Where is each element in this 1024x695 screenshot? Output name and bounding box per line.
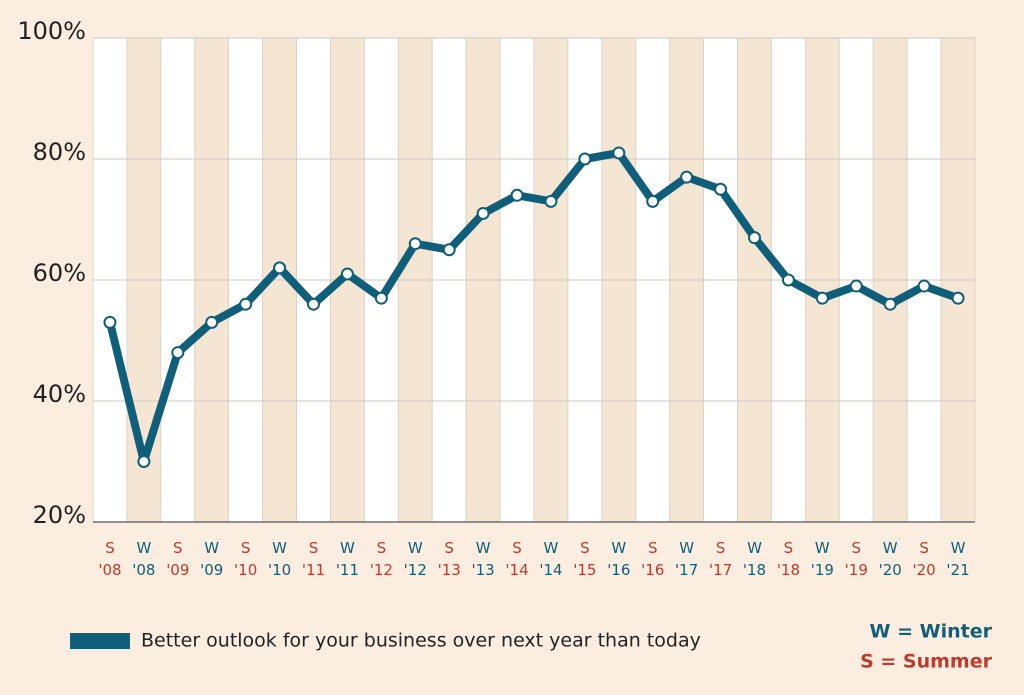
- x-tick-label: S '14: [505, 539, 528, 579]
- x-tick-label: S '08: [98, 539, 121, 579]
- point: [340, 267, 354, 281]
- point: [714, 182, 728, 196]
- x-tick-label: S '19: [845, 539, 868, 579]
- x-tick-label: S '12: [370, 539, 393, 579]
- x-tick-label: S '18: [777, 539, 800, 579]
- point: [544, 194, 558, 208]
- y-tick-label: 100%: [17, 17, 86, 45]
- point: [646, 194, 660, 208]
- point: [273, 261, 287, 275]
- point: [205, 315, 219, 329]
- point: [748, 231, 761, 245]
- y-tick-label: 20%: [33, 501, 86, 529]
- x-tick-label: W '08: [132, 539, 155, 579]
- point: [917, 279, 931, 293]
- point: [476, 206, 490, 220]
- point: [307, 297, 320, 311]
- x-tick-label: W '12: [404, 539, 427, 579]
- x-tick-label: W '18: [743, 539, 766, 579]
- x-tick-label: W '16: [607, 539, 630, 579]
- x-tick-label: S '17: [709, 539, 732, 579]
- point: [103, 315, 117, 329]
- point: [883, 297, 897, 311]
- point: [680, 170, 694, 184]
- x-tick-label: S '15: [573, 539, 596, 579]
- x-tick-label: S '09: [166, 539, 189, 579]
- point: [239, 297, 253, 311]
- point: [137, 455, 151, 468]
- x-tick-label: S '11: [302, 539, 325, 579]
- point: [442, 243, 456, 257]
- x-tick-label: W '13: [472, 539, 495, 579]
- x-tick-label: S '13: [438, 539, 461, 579]
- x-tick-label: S '16: [641, 539, 664, 579]
- plot: S '08 W '08 S '09 W '09 S '10 W '10 S '11 W '11 S '12 W '12…: [98, 146, 970, 579]
- x-tick-label: W '11: [336, 539, 359, 579]
- x-tick-label: W '17: [675, 539, 698, 579]
- point: [781, 273, 795, 287]
- x-tick-label: W '19: [811, 539, 834, 579]
- y-tick-label: 80%: [33, 138, 86, 166]
- x-tick-label: W '09: [200, 539, 223, 579]
- key-summer: S = Summer: [860, 651, 993, 673]
- y-tick-label: 40%: [33, 380, 86, 408]
- x-tick-label: S '10: [234, 539, 257, 579]
- key-winter: W = Winter: [870, 621, 993, 643]
- point: [171, 346, 185, 360]
- x-tick-label: W '21: [946, 539, 969, 579]
- grid: 20% 40% 60% 80% 100%: [17, 17, 975, 529]
- point: [510, 188, 524, 202]
- point: [815, 291, 829, 305]
- legend-label: Better outlook for your business over ne…: [141, 630, 701, 652]
- legend-swatch: [70, 633, 130, 649]
- point: [951, 291, 965, 305]
- x-tick-label: S '20: [913, 539, 936, 579]
- point: [408, 237, 422, 251]
- point: [578, 152, 592, 166]
- point: [849, 279, 863, 293]
- point: [612, 146, 626, 160]
- x-tick-label: W '10: [268, 539, 291, 579]
- x-tick-label: W '14: [539, 539, 562, 579]
- y-tick-label: 60%: [33, 259, 86, 287]
- point: [374, 291, 388, 305]
- x-tick-label: W '20: [879, 539, 902, 579]
